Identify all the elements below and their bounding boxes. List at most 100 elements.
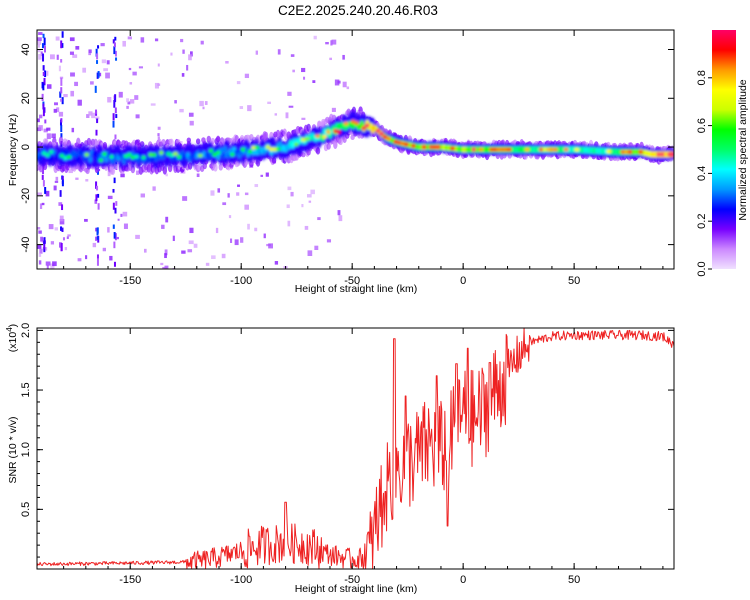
- noise-speck: [58, 65, 61, 72]
- noise-streak: [97, 45, 100, 49]
- noise-speck: [46, 265, 49, 269]
- noise-speck: [304, 225, 309, 230]
- noise-speck: [200, 40, 204, 45]
- noise-speck: [38, 32, 43, 36]
- noise-speck: [236, 192, 240, 196]
- noise-speck: [211, 255, 216, 259]
- noise-speck: [103, 68, 109, 72]
- colorbar-label: Normalized spectral amplitude: [737, 79, 749, 220]
- noise-speck: [38, 260, 42, 265]
- noise-speck: [338, 215, 343, 222]
- noise-streak: [97, 203, 100, 210]
- noise-speck: [107, 96, 112, 103]
- ridge-core: [102, 152, 107, 157]
- spectrogram-x-tick-label: 0: [460, 275, 466, 287]
- ridge-core: [176, 155, 182, 160]
- noise-speck: [46, 70, 49, 76]
- noise-speck: [239, 106, 244, 109]
- ridge-core: [325, 130, 331, 135]
- noise-speck: [64, 247, 68, 251]
- noise-speck: [55, 176, 59, 181]
- ridge-core: [208, 148, 214, 153]
- ridge-core: [450, 146, 455, 151]
- noise-streak: [96, 236, 99, 240]
- noise-speck: [157, 133, 160, 137]
- noise-streak: [41, 43, 44, 49]
- noise-speck: [190, 51, 193, 57]
- noise-streak: [60, 59, 63, 63]
- halo-speck: [338, 138, 343, 146]
- noise-streak: [112, 39, 115, 44]
- noise-streak: [114, 36, 117, 41]
- snr-x-tick-label: 0: [460, 574, 466, 586]
- ridge-core: [411, 143, 416, 148]
- noise-speck: [301, 117, 306, 120]
- ridge-core: [656, 152, 661, 157]
- noise-speck: [157, 63, 160, 67]
- spectrogram-x-tick-label: 50: [568, 275, 580, 287]
- ridge-mid: [221, 152, 226, 160]
- noise-speck: [287, 91, 292, 96]
- ridge-core: [148, 152, 154, 157]
- noise-speck: [46, 84, 52, 89]
- noise-speck: [306, 194, 312, 198]
- chart-title: C2E2.2025.240.20.46.R03: [278, 3, 438, 18]
- ridge-core: [489, 147, 494, 152]
- snr-x-label: Height of straight line (km): [295, 583, 418, 595]
- noise-speck: [157, 83, 161, 86]
- noise-speck: [66, 236, 69, 239]
- noise-speck: [199, 100, 204, 107]
- noise-speck: [330, 40, 333, 46]
- snr-x-tick-label: -50: [344, 574, 360, 586]
- noise-speck: [187, 249, 193, 253]
- ridge-core: [361, 126, 367, 131]
- noise-speck: [150, 103, 156, 106]
- noise-speck: [134, 95, 139, 100]
- noise-speck: [120, 173, 125, 178]
- noise-speck: [240, 237, 244, 243]
- noise-speck: [127, 36, 132, 40]
- noise-speck: [63, 94, 68, 98]
- ridge-core: [315, 133, 320, 138]
- noise-speck: [38, 230, 42, 234]
- spectrogram-frame: [36, 29, 675, 270]
- ridge-core: [151, 152, 157, 157]
- ridge-core: [84, 152, 90, 157]
- halo-speck: [195, 138, 201, 145]
- noise-speck: [46, 127, 51, 131]
- spectrogram-y-tick-label: 0: [20, 144, 32, 150]
- spectrogram-y-tick-label: 40: [20, 43, 32, 55]
- noise-streak: [114, 134, 117, 140]
- ridge-core: [638, 149, 644, 154]
- halo-speck: [206, 135, 211, 143]
- ridge-core: [45, 153, 51, 158]
- noise-speck: [109, 255, 113, 261]
- snr-axes: -150 -100 -50 0 50 0.5 1.0 1.5 2.0: [20, 323, 675, 586]
- noise-speck: [37, 44, 40, 48]
- ridge-core: [379, 131, 384, 136]
- ridge-core: [492, 147, 498, 152]
- spectrogram-ridge: [37, 111, 674, 169]
- ridge-core: [553, 147, 558, 152]
- noise-streak: [42, 71, 45, 77]
- noise-speck: [59, 76, 64, 79]
- noise-speck: [292, 69, 295, 73]
- noise-speck: [290, 191, 294, 197]
- noise-speck: [88, 49, 92, 54]
- ridge-core: [173, 151, 178, 156]
- noise-speck: [39, 203, 43, 209]
- halo-speck: [315, 147, 321, 155]
- ridge-core: [375, 128, 381, 133]
- noise-streak: [43, 77, 46, 86]
- noise-streak: [61, 179, 64, 187]
- noise-streak: [41, 93, 44, 101]
- noise-speck: [286, 204, 290, 209]
- ridge-core: [471, 147, 477, 152]
- noise-streak: [95, 181, 98, 189]
- noise-speck: [170, 52, 173, 56]
- noise-streak: [43, 237, 46, 244]
- ridge-core: [350, 119, 356, 124]
- noise-speck: [56, 107, 60, 113]
- noise-speck: [312, 80, 316, 83]
- noise-speck: [75, 46, 80, 50]
